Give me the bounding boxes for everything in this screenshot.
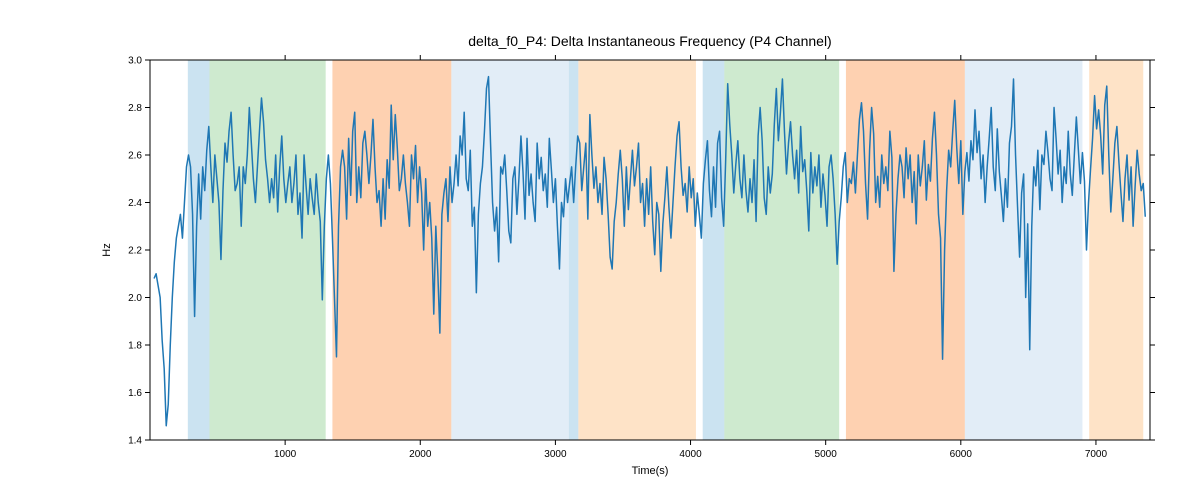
chart-band: [188, 60, 210, 440]
line-chart: 1.4 1.6 1.8 2.0 2.2 2.4 2.6 2.8 3.0 1000 2000 3000 4…: [0, 0, 1200, 500]
y-tick-label: 2.6: [128, 151, 142, 162]
x-tick-label: 2000: [409, 449, 432, 460]
x-tick-label: 5000: [815, 449, 838, 460]
x-tick-label: 3000: [544, 449, 567, 460]
y-tick-label: 1.8: [128, 341, 142, 352]
y-tick-label: 2.2: [128, 246, 142, 257]
chart-band: [569, 60, 578, 440]
y-tick-label: 2.4: [128, 198, 142, 209]
x-tick-label: 1000: [274, 449, 297, 460]
chart-band: [209, 60, 325, 440]
chart-band: [578, 60, 696, 440]
chart-title: delta_f0_P4: Delta Instantaneous Frequen…: [468, 33, 831, 49]
chart-band: [846, 60, 965, 440]
y-tick-label: 1.4: [128, 436, 142, 447]
y-tick-label: 2.8: [128, 103, 142, 114]
x-axis-label: Time(s): [632, 465, 669, 477]
chart-container: 1.4 1.6 1.8 2.0 2.2 2.4 2.6 2.8 3.0 1000 2000 3000 4…: [0, 0, 1200, 500]
chart-band: [724, 60, 839, 440]
x-tick-label: 4000: [679, 449, 702, 460]
chart-band: [965, 60, 1083, 440]
chart-band: [451, 60, 569, 440]
y-tick-label: 1.6: [128, 388, 142, 399]
y-tick-label: 3.0: [128, 56, 142, 67]
y-tick-label: 2.0: [128, 293, 142, 304]
y-axis-label: Hz: [101, 243, 113, 256]
x-tick-label: 6000: [950, 449, 973, 460]
chart-band: [703, 60, 725, 440]
x-tick-label: 7000: [1085, 449, 1108, 460]
